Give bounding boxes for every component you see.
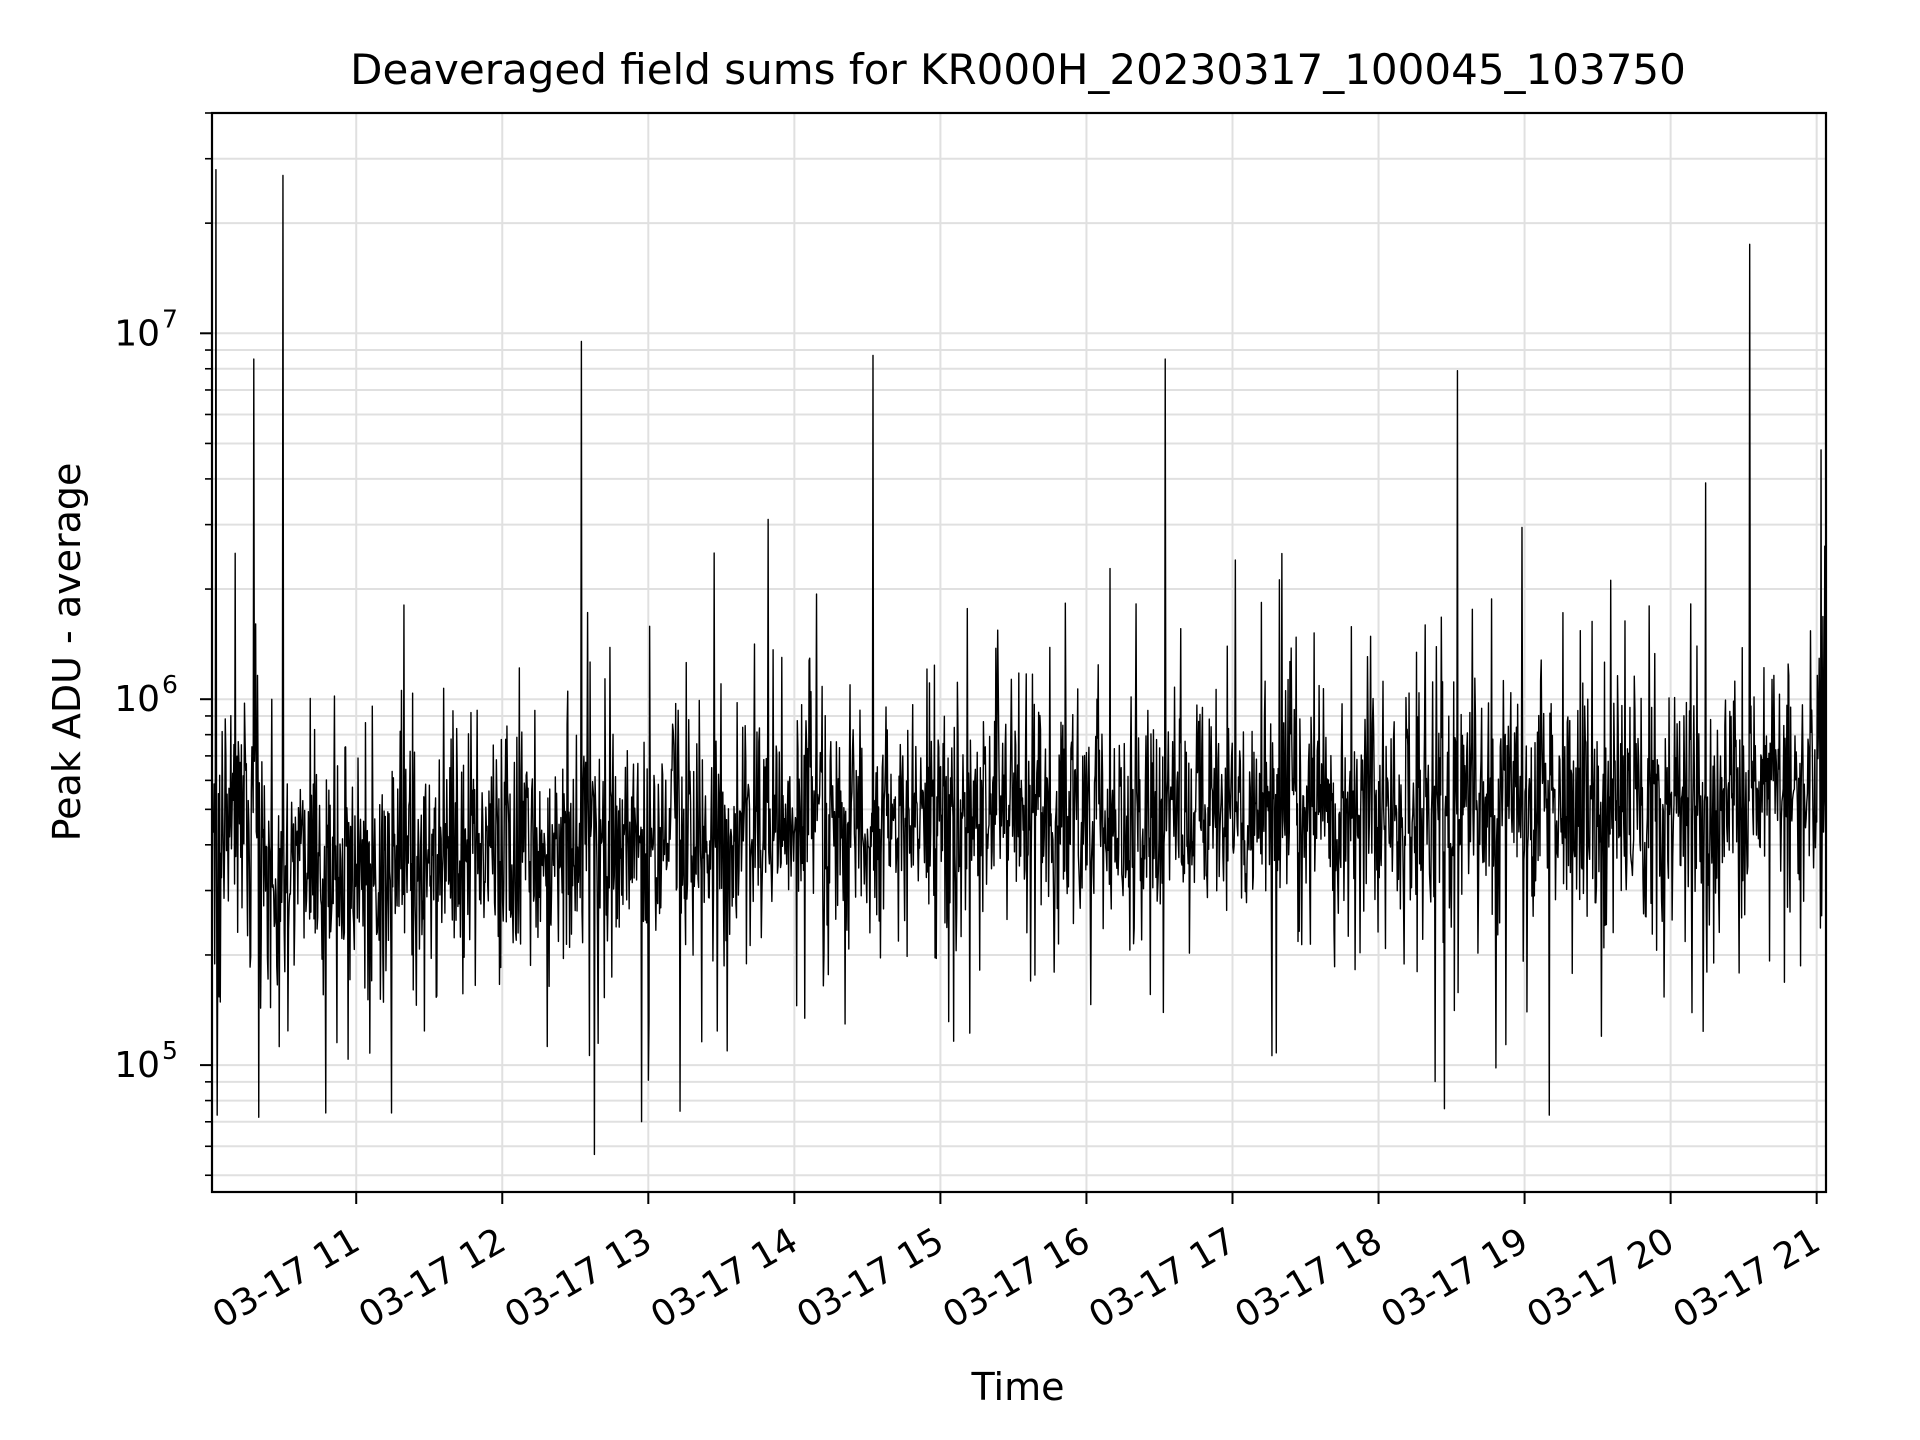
series-line — [212, 168, 1827, 1156]
y-tick-label-exponent: 5 — [162, 1036, 178, 1065]
y-tick-label: 10 — [114, 679, 160, 720]
y-tick-label-exponent: 6 — [162, 670, 178, 699]
plot-frame — [210, 111, 1828, 1194]
series — [212, 168, 1827, 1156]
y-tick-label-exponent: 7 — [162, 304, 178, 333]
y-tick-label: 10 — [114, 313, 160, 354]
y-axis-label: Peak ADU - average — [45, 463, 89, 842]
chart-title: Deaveraged field sums for KR000H_2023031… — [350, 45, 1686, 94]
y-tick-label: 10 — [114, 1045, 160, 1086]
x-axis-label: Time — [971, 1365, 1065, 1409]
